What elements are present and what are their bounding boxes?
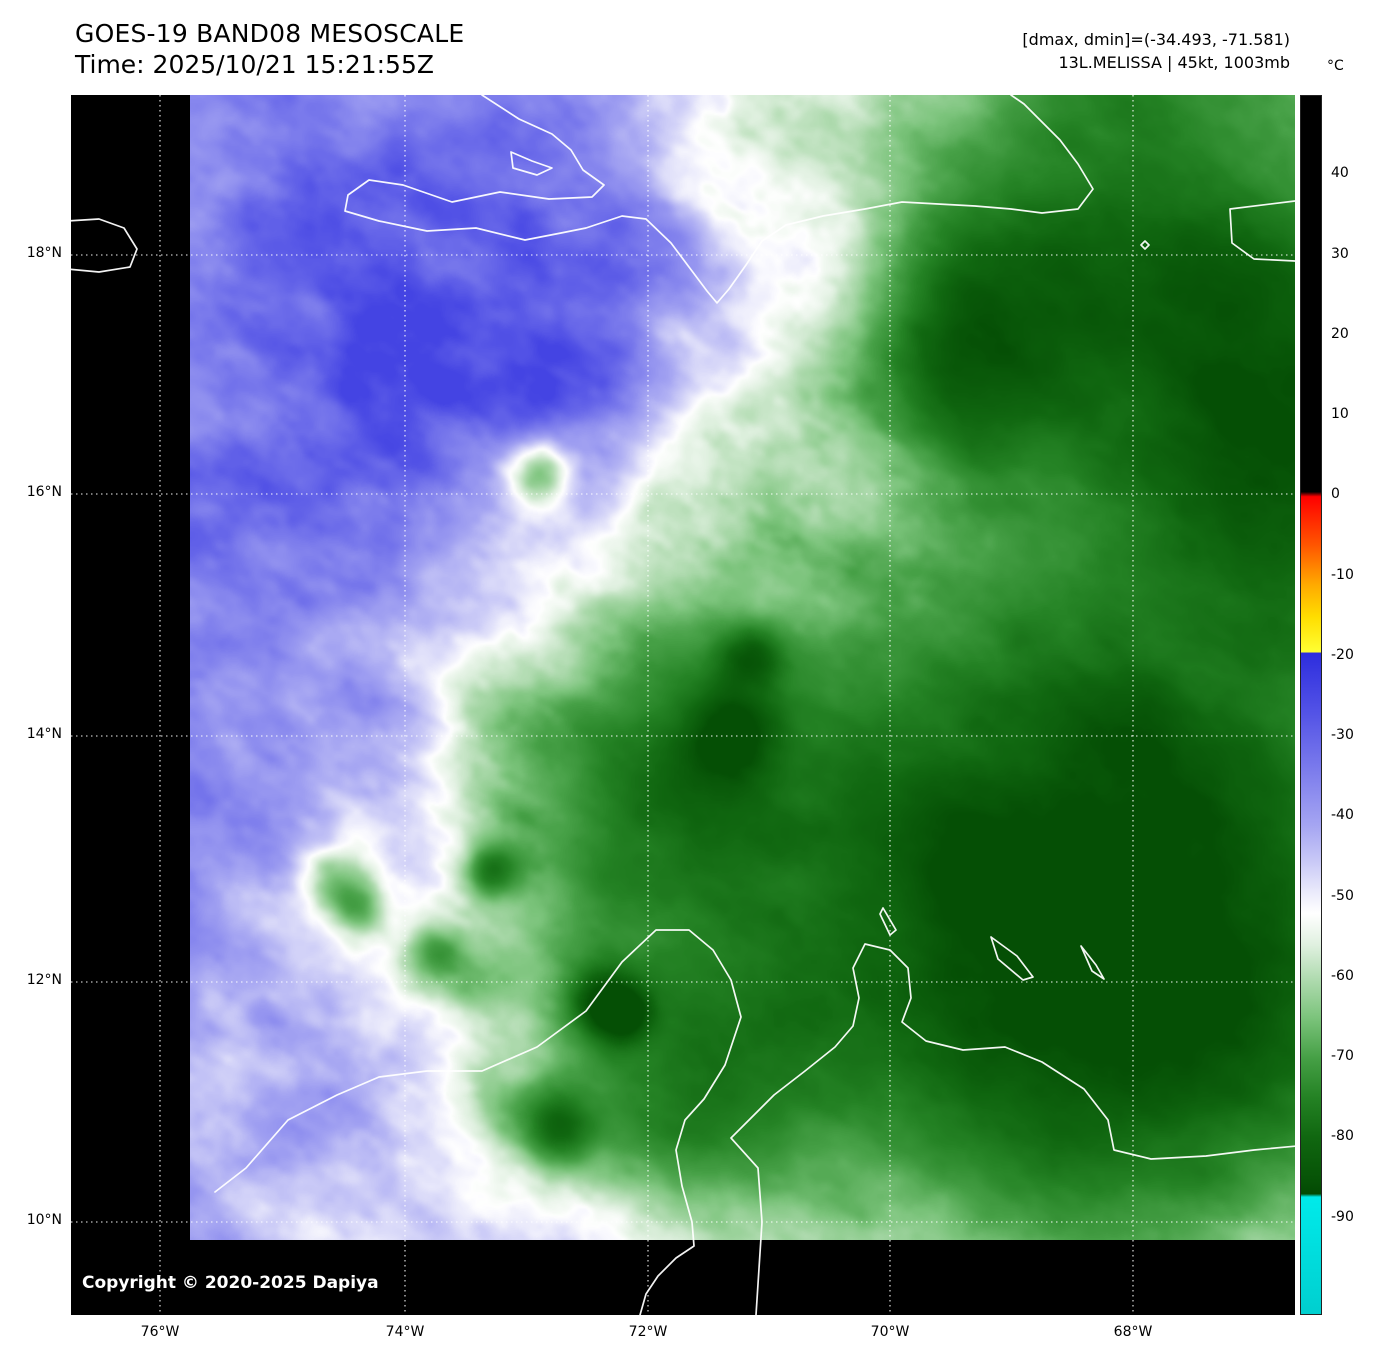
colorbar-tick-label: -90 xyxy=(1331,1208,1354,1225)
map-overlay xyxy=(71,95,1295,1315)
info-block: [dmax, dmin]=(-34.493, -71.581) 13L.MELI… xyxy=(1022,28,1290,74)
coastline xyxy=(71,218,138,273)
longitude-tick-label: 70°W xyxy=(870,1324,910,1340)
longitude-tick-label: 74°W xyxy=(385,1324,425,1340)
colorbar-tick-label: -10 xyxy=(1331,566,1354,583)
dmax-dmin-readout: [dmax, dmin]=(-34.493, -71.581) xyxy=(1022,30,1290,49)
colorbar-ticks: 40 30 20 10 0 -10 -20 -30 -40 -50 -60 -70 -80 -90 xyxy=(1331,95,1386,1315)
colorbar-tick-label: -30 xyxy=(1331,727,1354,744)
storm-readout: 13L.MELISSA | 45kt, 1003mb xyxy=(1058,53,1290,72)
latitude-tick-label: 14°N xyxy=(26,726,62,742)
colorbar-unit: °C xyxy=(1327,58,1344,74)
colorbar-tick-label: -60 xyxy=(1331,967,1354,984)
latitude-tick-label: 16°N xyxy=(26,484,62,500)
longitude-tick-label: 68°W xyxy=(1113,1324,1153,1340)
latitude-axis: 18°N 16°N 14°N 12°N 10°N xyxy=(0,0,66,1359)
coastline xyxy=(879,907,897,936)
latitude-tick-label: 18°N xyxy=(26,245,62,261)
coastline xyxy=(214,929,742,1315)
copyright-text: Copyright © 2020-2025 Dapiya xyxy=(82,1273,379,1293)
colorbar-tick-label: -80 xyxy=(1331,1128,1354,1145)
coastline xyxy=(730,943,1295,1315)
coastline xyxy=(344,95,1094,304)
coastline xyxy=(1140,240,1150,250)
longitude-tick-label: 72°W xyxy=(628,1324,668,1340)
latitude-tick-label: 12°N xyxy=(26,972,62,988)
colorbar-tick-label: 40 xyxy=(1331,165,1349,182)
timestamp: Time: 2025/10/21 15:21:55Z xyxy=(75,50,434,79)
colorbar-tick-label: -20 xyxy=(1331,646,1354,663)
colorbar xyxy=(1300,95,1322,1315)
coastline xyxy=(990,936,1034,981)
colorbar-tick-label: -50 xyxy=(1331,887,1354,904)
colorbar-gradient xyxy=(1301,96,1321,1314)
satellite-imagery-canvas xyxy=(190,95,1295,1240)
coastline xyxy=(1080,945,1105,980)
coastline xyxy=(1229,200,1295,262)
page-title: GOES-19 BAND08 MESOSCALE xyxy=(75,19,465,48)
colorbar-tick-label: 30 xyxy=(1331,245,1349,262)
longitude-tick-label: 76°W xyxy=(140,1324,180,1340)
satellite-map: Copyright © 2020-2025 Dapiya xyxy=(71,95,1295,1315)
colorbar-tick-label: -40 xyxy=(1331,807,1354,824)
title-block: GOES-19 BAND08 MESOSCALE Time: 2025/10/2… xyxy=(75,18,464,80)
coastline xyxy=(510,151,553,176)
latitude-tick-label: 10°N xyxy=(26,1212,62,1228)
colorbar-tick-label: 0 xyxy=(1331,486,1340,503)
colorbar-tick-label: 20 xyxy=(1331,325,1349,342)
colorbar-tick-label: -70 xyxy=(1331,1048,1354,1065)
colorbar-tick-label: 10 xyxy=(1331,406,1349,423)
